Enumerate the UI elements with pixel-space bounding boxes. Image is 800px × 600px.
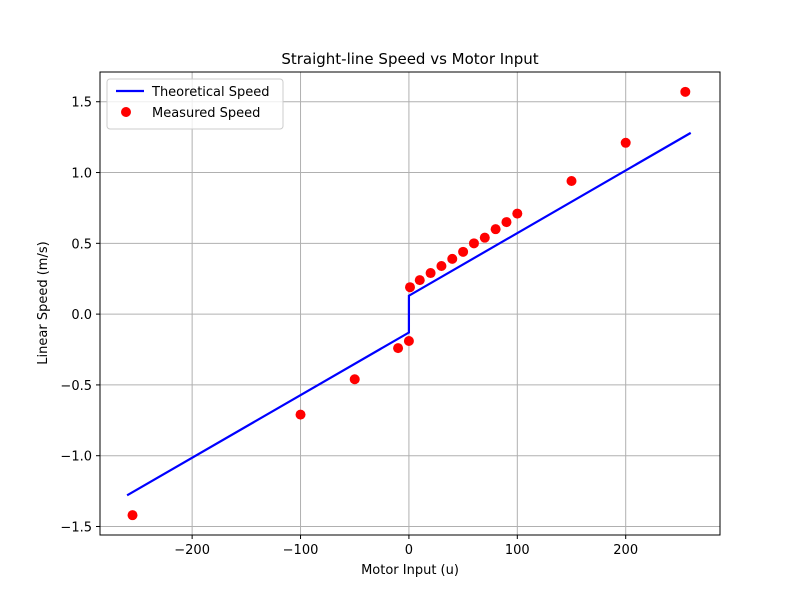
measured-speed-point <box>447 253 458 264</box>
x-tick-label: −200 <box>174 543 210 558</box>
y-axis-label: Linear Speed (m/s) <box>36 241 51 364</box>
plot-lines <box>126 131 692 497</box>
measured-speed-point <box>349 374 360 385</box>
x-tick-label: 200 <box>613 543 638 558</box>
legend-label: Measured Speed <box>152 106 260 121</box>
measured-speed-point <box>490 224 501 235</box>
measured-speed-point <box>403 336 414 347</box>
measured-speed-point <box>425 268 436 279</box>
measured-speed-point <box>414 275 425 286</box>
measured-speed-point <box>566 176 577 187</box>
measured-speed-point <box>436 260 447 271</box>
y-tick-label: 1.0 <box>71 167 92 182</box>
legend: Theoretical Speed Measured Speed <box>106 78 284 130</box>
theoretical-speed-line <box>126 131 692 497</box>
measured-speed-point <box>479 232 490 243</box>
plot-points <box>127 86 691 521</box>
measured-speed-point <box>393 343 404 354</box>
y-tick-label: 1.5 <box>71 96 92 111</box>
measured-speed-point <box>127 510 138 521</box>
x-tick-label: 100 <box>505 543 530 558</box>
legend-box <box>106 78 284 130</box>
measured-speed-point <box>501 217 512 228</box>
y-tick-label: −1.5 <box>60 521 92 536</box>
measured-speed-point <box>458 246 469 257</box>
y-tick-label: 0.0 <box>71 308 92 323</box>
legend-label: Theoretical Speed <box>151 85 270 100</box>
y-tick-label: −0.5 <box>60 379 92 394</box>
chart-title: Straight-line Speed vs Motor Input <box>281 50 538 68</box>
x-axis-label: Motor Input (u) <box>361 563 459 578</box>
measured-speed-point <box>512 208 523 219</box>
measured-speed-point <box>620 137 631 148</box>
plot-frame <box>99 71 721 536</box>
measured-speed-point <box>295 409 306 420</box>
y-tick-label: −1.0 <box>60 450 92 465</box>
measured-speed-point <box>468 238 479 249</box>
legend-marker-swatch <box>121 107 131 117</box>
measured-speed-point <box>680 86 691 97</box>
x-tick-label: −100 <box>283 543 319 558</box>
y-tick-label: 0.5 <box>71 237 92 252</box>
measured-speed-point <box>405 282 415 293</box>
x-tick-label: 0 <box>405 543 413 558</box>
ticks: −200 −100 0 100 200 −1.5 −1.0 −0.5 0.0 0.5 1.0 1.5 <box>60 96 638 558</box>
